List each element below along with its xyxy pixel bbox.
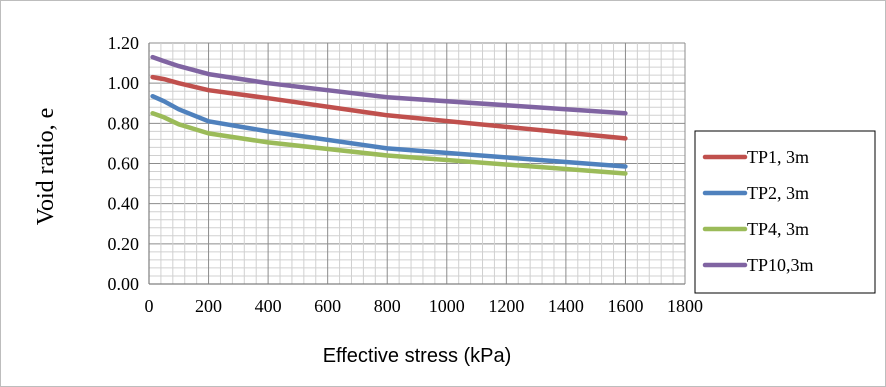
x-tick-label: 1800	[667, 296, 703, 316]
chart-grid	[148, 42, 686, 285]
series-line	[150, 93, 628, 169]
x-tick-label: 200	[195, 296, 222, 316]
y-tick-label: 1.00	[108, 73, 140, 93]
y-tick-label: 1.20	[108, 33, 140, 53]
y-tick-label: 0.40	[108, 194, 140, 214]
y-tick-label: 0.80	[108, 113, 140, 133]
legend-label: TP1, 3m	[747, 147, 809, 167]
x-tick-label: 1200	[488, 296, 524, 316]
x-tick-label: 1400	[548, 296, 584, 316]
x-axis-title: Effective stress (kPa)	[323, 345, 512, 367]
chart-axes: 0.00 0.20 0.40 0.60 0.80 1.00 1.20 0 200 400 600 80…	[33, 33, 703, 367]
x-tick-label: 1600	[607, 296, 643, 316]
chart-legend: TP1, 3m TP2, 3m TP4, 3m TP10,3m	[694, 130, 876, 294]
x-tick-label: 0	[145, 296, 154, 316]
x-tick-label: 1000	[429, 296, 465, 316]
legend-label: TP4, 3m	[747, 219, 809, 239]
series-line	[150, 54, 628, 116]
series-line	[150, 74, 628, 141]
y-tick-label: 0.00	[108, 274, 140, 294]
legend-label: TP10,3m	[747, 255, 814, 275]
series-line	[150, 111, 628, 176]
x-tick-label: 600	[314, 296, 341, 316]
y-tick-label: 0.60	[108, 154, 140, 174]
y-axis-title: Void ratio, e	[33, 108, 59, 226]
legend-label: TP2, 3m	[747, 183, 809, 203]
x-tick-label: 800	[374, 296, 401, 316]
chart-series	[150, 54, 628, 176]
y-tick-label: 0.20	[108, 234, 140, 254]
x-tick-label: 400	[255, 296, 282, 316]
